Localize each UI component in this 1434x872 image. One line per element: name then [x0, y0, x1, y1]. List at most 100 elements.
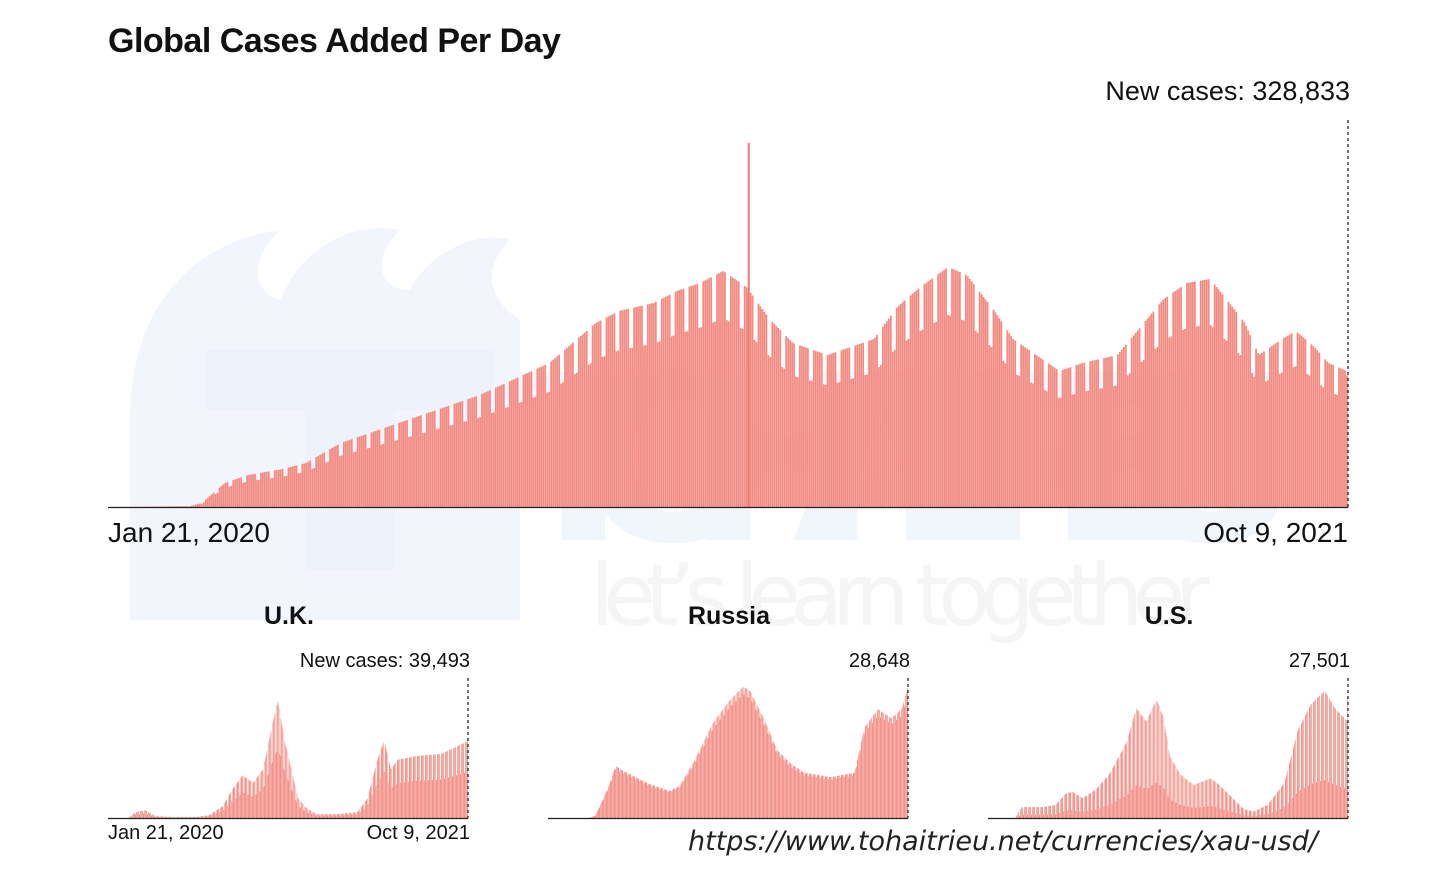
us-bar-133 [1064, 795, 1065, 818]
global-bar-458 [1012, 339, 1015, 507]
russia-bar-196 [660, 787, 661, 818]
us-bar-138 [1067, 810, 1068, 818]
uk-bar-498 [393, 765, 394, 818]
uk-bar-157 [198, 816, 199, 818]
uk-bar-147 [192, 817, 193, 818]
global-bar-476 [1047, 363, 1050, 507]
uk-bar-240 [245, 777, 247, 818]
russia-bar-543 [859, 750, 860, 818]
us-bar-139 [1067, 810, 1069, 818]
uk-bar-379 [325, 814, 326, 818]
global-bar-150 [404, 420, 406, 507]
us-bar-525 [1288, 764, 1290, 818]
uk-bar-152 [195, 817, 196, 818]
russia-bar-605 [894, 715, 896, 818]
uk-bar-42 [132, 814, 133, 818]
uk-bar-119 [176, 817, 177, 818]
us-bar-163 [1081, 797, 1082, 818]
global-bar-432 [960, 319, 963, 507]
uk-bar-335 [300, 807, 301, 818]
global-bar-228 [558, 354, 560, 507]
us-bar-124 [1059, 812, 1060, 818]
uk-bar-380 [325, 814, 327, 818]
russia-bar-513 [842, 775, 843, 818]
global-bar-266 [633, 307, 635, 507]
uk-bar-454 [368, 803, 369, 818]
us-bar-369 [1199, 807, 1201, 818]
uk-bar-345 [305, 807, 307, 818]
us-bar-398 [1216, 807, 1217, 818]
uk-bar-151 [194, 817, 196, 818]
global-bar-191 [485, 392, 487, 507]
uk-bar-562 [430, 754, 431, 818]
uk-bar-98 [164, 816, 165, 818]
uk-bar-476 [380, 749, 382, 818]
uk-bar-419 [348, 815, 349, 818]
russia-bar-599 [891, 718, 892, 818]
uk-panel: U.K. New cases: 39,493 Jan 21, 2020 Oct … [108, 600, 470, 860]
russia-bar-191 [657, 786, 659, 818]
global-bar-76 [258, 479, 260, 507]
us-bar-448 [1244, 809, 1246, 818]
russia-bar-501 [835, 776, 836, 818]
us-bar-155 [1076, 794, 1078, 818]
us-bar-55 [1019, 815, 1021, 818]
uk-bar-364 [316, 814, 318, 818]
us-bar-416 [1226, 792, 1227, 818]
uk-bar-70 [148, 812, 149, 818]
global-bar-284 [668, 294, 671, 507]
uk-bar-371 [320, 814, 322, 818]
russia-bar-382 [766, 726, 768, 818]
russia-bar-353 [750, 691, 751, 818]
us-bar-473 [1259, 808, 1260, 818]
uk-bar-321 [292, 791, 293, 818]
global-bar-469 [1034, 354, 1036, 507]
global-bar-527 [1148, 316, 1151, 507]
us-bar-272 [1143, 788, 1145, 818]
russia-bar-144 [630, 774, 632, 818]
uk-bar-274 [265, 758, 266, 818]
us-bar-160 [1079, 811, 1081, 818]
russia-bar-468 [816, 777, 817, 818]
russia-bar-528 [850, 773, 852, 818]
us-bar-125 [1059, 812, 1061, 818]
us-bar-341 [1183, 805, 1184, 818]
global-bar-318 [735, 280, 738, 507]
russia-bar-467 [815, 777, 817, 818]
us-bar-220 [1114, 765, 1115, 818]
us-bar-263 [1138, 711, 1140, 818]
us-bar-549 [1302, 720, 1304, 818]
us-bar-500 [1274, 795, 1276, 818]
russia-bar-335 [740, 697, 741, 818]
russia-bar-94 [601, 800, 603, 818]
uk-bar-162 [200, 816, 202, 818]
russia-bar-265 [699, 753, 701, 818]
russia-bar-390 [771, 742, 773, 818]
us-bar-298 [1158, 706, 1160, 818]
global-bar-198 [498, 385, 501, 507]
us-bar-269 [1142, 716, 1143, 818]
us-bar-535 [1294, 741, 1296, 818]
global-bar-269 [639, 306, 641, 507]
global-bar-216 [534, 396, 537, 507]
uk-bar-254 [253, 781, 255, 818]
global-bar-236 [573, 374, 576, 507]
russia-bar-361 [754, 701, 756, 818]
global-bar-570 [1233, 309, 1236, 507]
uk-bar-303 [281, 724, 283, 818]
us-bar-313 [1167, 795, 1168, 818]
global-bar-407 [911, 293, 914, 507]
us-bar-372 [1201, 781, 1202, 818]
uk-bar-252 [252, 782, 253, 818]
us-bar-82 [1035, 814, 1036, 818]
uk-bar-342 [304, 810, 305, 818]
source-url[interactable]: https://www.tohaitrieu.net/currencies/xa… [688, 826, 1318, 857]
global-bar-239 [579, 335, 582, 507]
us-bar-550 [1303, 719, 1304, 818]
russia-bar-261 [697, 753, 699, 818]
uk-bar-506 [398, 759, 399, 818]
global-bar-213 [528, 372, 531, 507]
russia-bar-443 [801, 771, 803, 818]
us-bar-379 [1205, 780, 1206, 818]
us-bar-518 [1284, 779, 1286, 818]
